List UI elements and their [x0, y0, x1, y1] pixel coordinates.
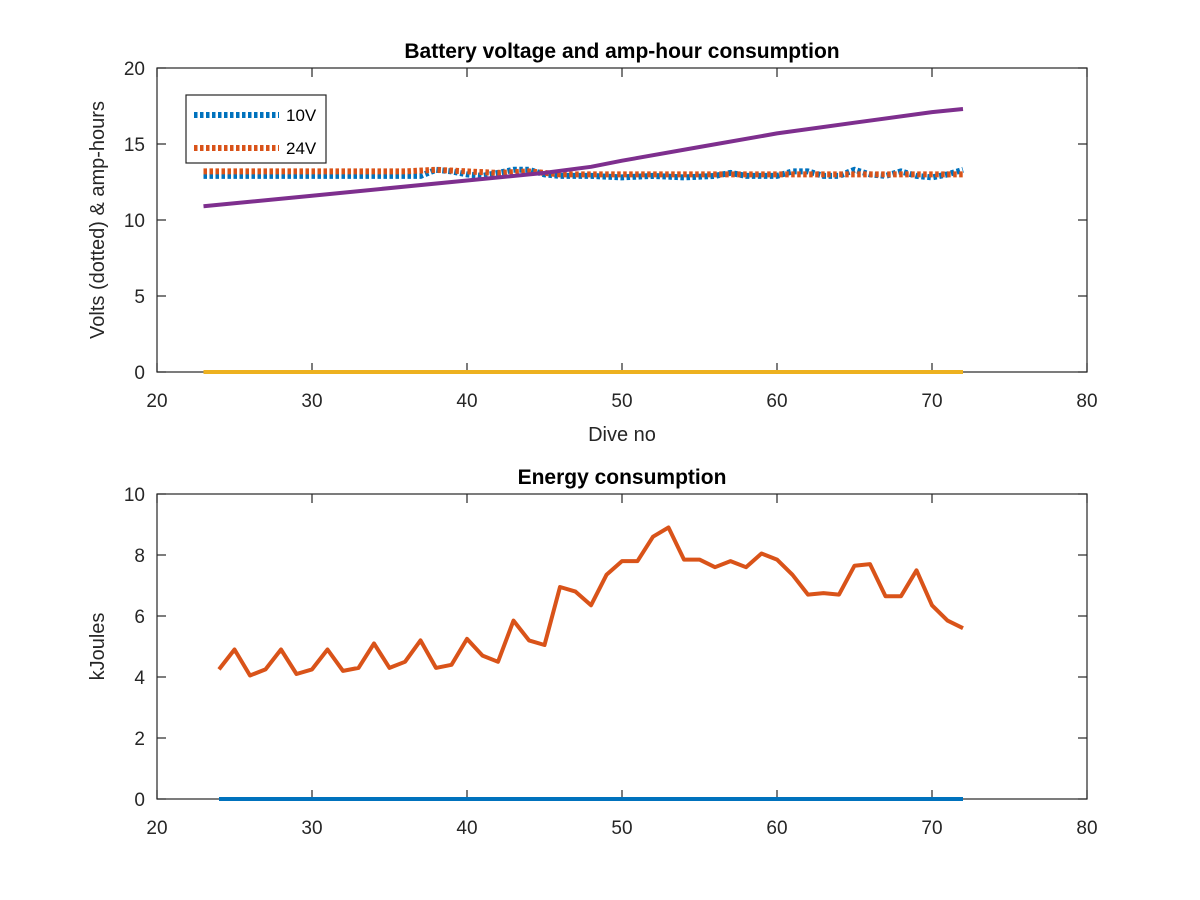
x-axis-label: Dive no — [588, 424, 656, 446]
legend-label: 24V — [286, 139, 317, 158]
x-tick-label: 50 — [611, 818, 632, 839]
legend: 10V 24V — [185, 94, 327, 164]
y-axis-label: kJoules — [87, 613, 109, 681]
y-axis-label: Volts (dotted) & amp-hours — [87, 101, 109, 339]
y-tick-label: 10 — [124, 211, 145, 232]
energy-axes: 20 30 40 50 60 70 80 0 2 4 6 8 10 Energy consumption k… — [87, 466, 1098, 839]
x-tick-label: 70 — [921, 391, 942, 412]
legend-box — [185, 94, 327, 164]
y-tick-label: 5 — [134, 287, 145, 308]
chart-title: Battery voltage and amp-hour consumption — [404, 40, 839, 63]
x-tick-label: 80 — [1076, 391, 1097, 412]
y-tick-label: 10 — [124, 485, 145, 506]
x-tick-label: 20 — [146, 391, 167, 412]
x-tick-label: 60 — [766, 391, 787, 412]
series-line-24v — [203, 166, 963, 178]
x-tick-label: 40 — [456, 391, 477, 412]
x-tick-label: 40 — [456, 818, 477, 839]
y-tick-label: 0 — [134, 363, 145, 384]
chart-title: Energy consumption — [518, 466, 727, 489]
y-tick-label: 4 — [134, 668, 145, 689]
y-tick-label: 8 — [134, 546, 145, 567]
y-tick-label: 20 — [124, 59, 145, 80]
x-tick-label: 20 — [146, 818, 167, 839]
y-tick-label: 0 — [134, 790, 145, 811]
x-tick-label: 30 — [301, 818, 322, 839]
x-tick-label: 60 — [766, 818, 787, 839]
series-line-2 — [203, 107, 964, 209]
y-tick-label: 2 — [134, 729, 145, 750]
x-tick-label: 50 — [611, 391, 632, 412]
y-tick-label: 6 — [134, 607, 145, 628]
x-tick-label: 80 — [1076, 818, 1097, 839]
x-tick-label: 30 — [301, 391, 322, 412]
legend-label: 10V — [286, 106, 317, 125]
voltage-axes: 20 30 40 50 60 70 80 0 5 10 15 20 Battery voltage an… — [87, 40, 1098, 446]
series-line-0 — [217, 525, 964, 678]
x-tick-label: 70 — [921, 818, 942, 839]
y-tick-label: 15 — [124, 135, 145, 156]
plot-area — [156, 493, 1088, 800]
